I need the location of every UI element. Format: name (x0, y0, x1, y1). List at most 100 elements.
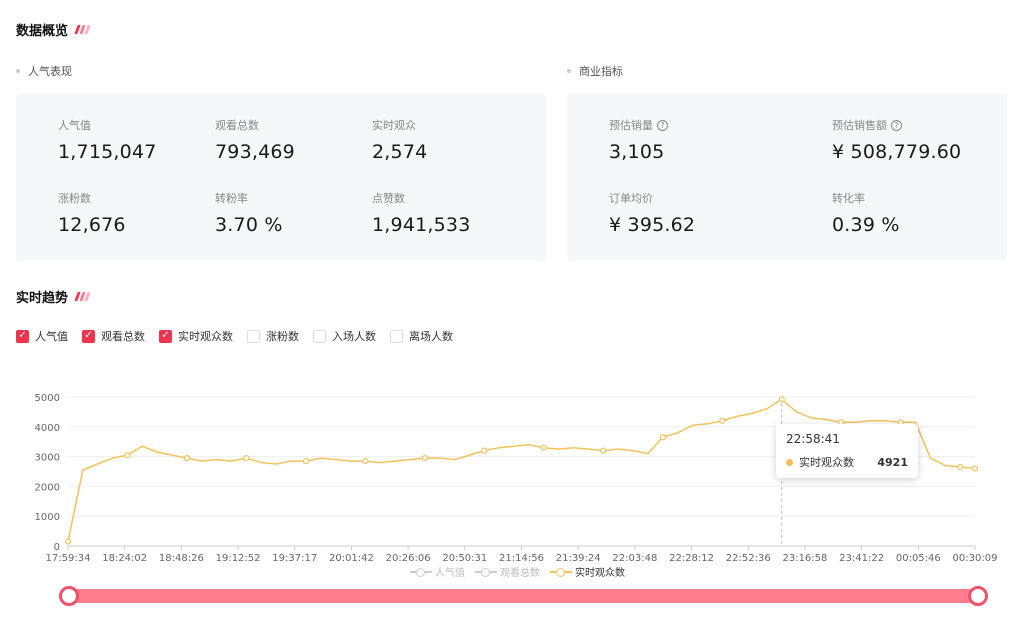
zoom-slider-start-handle[interactable] (59, 586, 79, 606)
legend-item-live-viewers[interactable]: 实时观众数 (550, 564, 625, 579)
legend-label: 实时观众数 (575, 568, 625, 579)
legend-item-popularity[interactable]: 人气值 (410, 564, 465, 579)
x-tick-label: 23:41:22 (839, 553, 884, 564)
y-tick-label: 0 (54, 542, 60, 553)
x-tick-label: 21:39:24 (556, 553, 601, 564)
data-point (540, 444, 547, 451)
legend-item-total-views[interactable]: 观看总数 (475, 564, 540, 579)
tooltip-series: 实时观众数 (799, 456, 854, 469)
data-point (957, 463, 964, 471)
series-line-live-viewers (67, 398, 976, 542)
y-tick-label: 2000 (35, 482, 60, 493)
data-point (302, 457, 310, 465)
x-tick-label: 00:05:46 (896, 553, 941, 564)
metric-label-text: 预估销售额 (832, 119, 887, 132)
metric-label: 订单均价 (609, 192, 653, 205)
metric-label: 点赞数 (372, 192, 405, 205)
metric-label-text: 预估销量 (609, 119, 653, 132)
checkbox-checked-icon[interactable]: ✓ (82, 329, 95, 343)
checkbox-total-views[interactable]: ✓ 观看总数 (82, 328, 145, 344)
popularity-subtitle-text: 人气表现 (28, 65, 72, 78)
metric-label: 转化率 (832, 192, 865, 205)
data-point (971, 465, 979, 472)
bullet-icon (16, 69, 20, 73)
title-decoration-icon (74, 292, 91, 301)
overview-title-text: 数据概览 (16, 24, 69, 39)
checkbox-label: 离场人数 (409, 330, 453, 343)
zoom-slider-track[interactable] (68, 589, 978, 603)
metric-value: ¥ 395.62 (609, 214, 696, 236)
metric-new-fans: 涨粉数 12,676 (58, 190, 126, 236)
checkbox-entries[interactable]: 入场人数 (313, 328, 376, 344)
metric-value: 2,574 (372, 141, 428, 163)
x-tick-label: 18:48:26 (159, 553, 204, 564)
checkbox-unchecked-icon[interactable] (390, 329, 403, 343)
title-decoration-icon (74, 25, 91, 34)
checkbox-label: 人气值 (35, 330, 68, 343)
checkbox-unchecked-icon[interactable] (247, 329, 260, 343)
metric-label: 人气值 (58, 119, 91, 132)
checkbox-checked-icon[interactable]: ✓ (16, 329, 29, 343)
trend-line-chart[interactable]: 0 1000 2000 3000 4000 5000 17:59:34 18:24:02 18:… (0, 380, 1024, 570)
x-tick-label: 22:52:36 (726, 553, 771, 564)
x-tick-label: 00:30:09 (953, 553, 998, 564)
metric-label: 转粉率 (215, 192, 248, 205)
metric-est-revenue: 预估销售额? ¥ 508,779.60 (832, 117, 961, 163)
checkbox-label: 入场人数 (332, 330, 376, 343)
data-point (481, 447, 488, 454)
metric-total-views: 观看总数 793,469 (215, 117, 295, 163)
metric-value: 1,715,047 (58, 141, 157, 163)
data-point (243, 454, 250, 462)
legend-line-icon (410, 567, 432, 577)
data-point (124, 452, 131, 459)
checkbox-label: 实时观众数 (178, 330, 233, 343)
checkbox-checked-icon[interactable]: ✓ (159, 329, 172, 343)
legend-line-icon (475, 567, 497, 577)
metric-est-sales: 预估销量? 3,105 (609, 117, 668, 163)
metric-value: 793,469 (215, 141, 295, 163)
metric-popularity: 人气值 1,715,047 (58, 117, 157, 163)
business-subtitle-text: 商业指标 (579, 65, 623, 78)
series-dot-icon (786, 458, 793, 466)
legend-label: 人气值 (435, 568, 465, 579)
trend-title: 实时趋势 (16, 287, 91, 306)
checkbox-new-fans[interactable]: 涨粉数 (247, 328, 299, 344)
metric-value: 1,941,533 (372, 214, 471, 236)
tooltip-time: 22:58:41 (786, 432, 840, 446)
metric-value: 0.39 % (832, 214, 900, 236)
y-tick-label: 4000 (35, 423, 60, 434)
checkbox-label: 涨粉数 (266, 330, 299, 343)
data-point (719, 417, 726, 424)
data-point (600, 447, 607, 454)
help-icon[interactable]: ? (891, 119, 902, 131)
metric-conversion: 转化率 0.39 % (832, 190, 900, 236)
metric-label: 涨粉数 (58, 192, 91, 205)
checkbox-live-viewers[interactable]: ✓ 实时观众数 (159, 328, 233, 344)
x-tick-label: 17:59:34 (46, 553, 91, 564)
checkbox-unchecked-icon[interactable] (313, 329, 326, 343)
metric-label: 预估销售额? (832, 117, 961, 133)
y-tick-label: 5000 (35, 393, 60, 404)
metric-label: 观看总数 (215, 119, 259, 132)
x-tick-label: 20:50:31 (442, 553, 487, 564)
x-tick-label: 20:26:06 (386, 553, 431, 564)
help-icon[interactable]: ? (657, 119, 668, 131)
checkbox-popularity[interactable]: ✓ 人气值 (16, 328, 68, 344)
x-tick-label: 18:24:02 (102, 553, 147, 564)
metric-label: 预估销量? (609, 117, 668, 133)
overview-title: 数据概览 (16, 20, 91, 39)
metric-live-viewers: 实时观众 2,574 (372, 117, 427, 163)
metric-value: 3,105 (609, 141, 665, 163)
chart-tooltip: 22:58:41 实时观众数 4921 (776, 424, 918, 478)
x-tick-label: 19:37:17 (272, 553, 317, 564)
data-point (183, 454, 191, 462)
x-tick-label: 19:12:52 (216, 553, 261, 564)
series-checkbox-group: ✓ 人气值 ✓ 观看总数 ✓ 实时观众数 涨粉数 入场人数 离场人数 (16, 328, 453, 344)
checkbox-label: 观看总数 (101, 330, 145, 343)
business-subtitle: 商业指标 (567, 63, 623, 79)
checkbox-exits[interactable]: 离场人数 (390, 328, 453, 344)
zoom-slider-end-handle[interactable] (968, 586, 988, 606)
data-point (778, 396, 785, 403)
metric-value: 3.70 % (215, 214, 283, 236)
data-point (421, 454, 428, 462)
